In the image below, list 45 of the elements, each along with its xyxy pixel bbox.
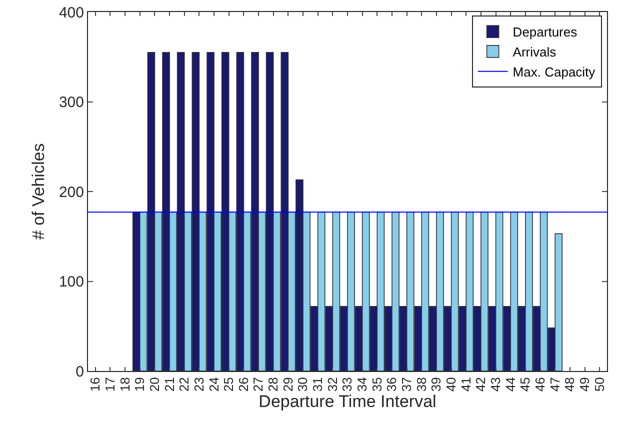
x-tick-label: 36 [384, 377, 400, 392]
x-tick-label: 18 [117, 377, 132, 392]
x-tick-label: 39 [428, 377, 444, 392]
x-tick-label: 31 [310, 377, 326, 392]
x-tick-label: 38 [414, 377, 429, 392]
x-tick-label: 32 [324, 377, 340, 392]
x-tick-label: 40 [444, 377, 459, 392]
x-tick-label: 47 [547, 377, 562, 392]
x-tick-label: 34 [354, 377, 370, 392]
x-tick-label: 50 [592, 377, 607, 392]
x-tick-label: 20 [146, 377, 162, 392]
y-tick-label: 0 [76, 363, 84, 380]
x-tick-label: 16 [88, 377, 103, 392]
x-tick-label: 21 [162, 377, 177, 392]
y-tick-label: 400 [58, 4, 84, 22]
x-tick-label: 44 [502, 377, 518, 392]
x-tick-label: 33 [340, 377, 355, 392]
legend-label: Max. Capacity [512, 64, 596, 80]
x-tick-label: 24 [206, 377, 222, 392]
x-tick-label: 46 [532, 377, 548, 392]
x-tick-label: 42 [473, 377, 488, 392]
legend-label: Departures [512, 24, 578, 40]
x-tick-label: 43 [488, 377, 504, 392]
y-tick-label: 300 [58, 94, 84, 111]
x-tick-label: 37 [399, 377, 414, 392]
x-tick-label: 45 [518, 377, 533, 392]
x-tick-label: 49 [576, 377, 592, 392]
x-tick-label: 30 [295, 377, 310, 392]
x-tick-label: 28 [266, 377, 281, 392]
y-tick-label: 100 [58, 274, 84, 290]
x-tick-label: 35 [369, 377, 384, 392]
x-axis-title: Departure Time Interval [258, 392, 436, 412]
x-tick-label: 23 [191, 377, 206, 392]
x-tick-label: 17 [102, 377, 118, 392]
legend-label: Arrivals [512, 44, 557, 60]
y-tick-label: 200 [58, 184, 84, 201]
x-tick-label: 48 [562, 377, 578, 392]
x-tick-label: 27 [250, 377, 266, 392]
x-tick-label: 22 [176, 377, 192, 392]
x-tick-label: 26 [236, 377, 251, 392]
x-tick-label: 29 [280, 377, 296, 392]
x-tick-label: 41 [458, 377, 474, 392]
x-tick-label: 19 [132, 377, 148, 392]
y-axis-title: # of Vehicles [29, 143, 48, 240]
x-tick-label: 25 [221, 377, 236, 392]
